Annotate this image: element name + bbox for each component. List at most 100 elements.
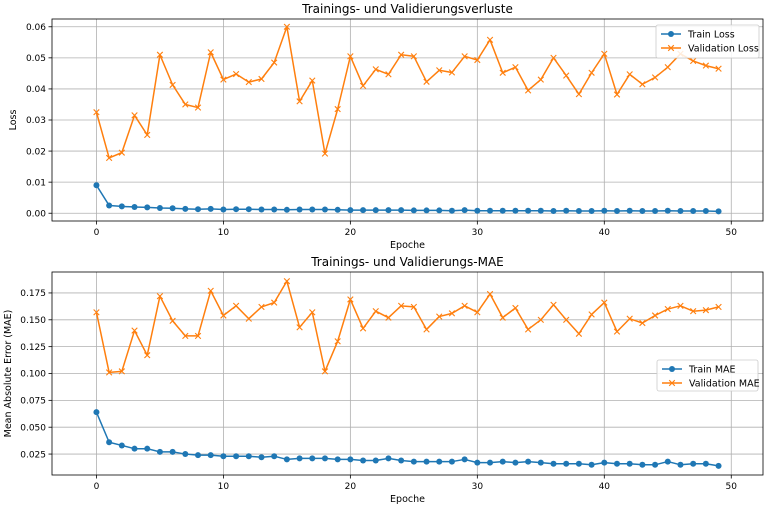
data-point	[613, 328, 621, 335]
data-point	[309, 455, 316, 462]
data-point	[486, 290, 494, 298]
data-point	[334, 206, 341, 213]
data-point	[156, 448, 163, 455]
x-tick-label: 50	[726, 482, 738, 492]
data-point	[487, 459, 494, 466]
y-tick-label: 0.100	[20, 370, 46, 380]
data-point	[334, 105, 341, 113]
data-point	[499, 458, 506, 465]
y-axis-label: Mean Absolute Error (MAE)	[3, 310, 14, 438]
data-point	[537, 76, 545, 83]
legend-label: Validation MAE	[689, 378, 760, 389]
data-point	[283, 206, 290, 213]
data-point	[258, 454, 265, 461]
data-point	[182, 332, 189, 340]
data-point	[588, 461, 595, 468]
y-axis-label: Loss	[8, 110, 19, 131]
data-point	[423, 78, 430, 85]
data-point	[182, 451, 189, 458]
data-point	[512, 207, 519, 214]
data-point	[575, 208, 582, 215]
chart-1: 0 10 20 30 40 50 0.00 0.01 0.02 0.03 0.04 0.05 0.06 T…	[8, 2, 764, 251]
legend-label: Validation Loss	[688, 43, 759, 54]
data-point	[118, 149, 126, 156]
data-point	[347, 207, 354, 214]
x-tick-label: 0	[94, 228, 100, 238]
legend-marker	[668, 379, 676, 387]
data-point	[283, 277, 291, 285]
y-tick-label: 0.150	[20, 316, 46, 326]
data-point	[436, 207, 443, 214]
data-point	[385, 455, 392, 462]
data-point	[639, 208, 646, 215]
data-point	[664, 207, 671, 214]
data-point	[169, 448, 176, 455]
data-point	[245, 78, 252, 86]
y-tick-label: 0.02	[26, 147, 46, 157]
data-point	[537, 316, 545, 323]
data-point	[105, 369, 113, 376]
data-point	[486, 36, 494, 44]
series-line-1	[95, 280, 719, 374]
data-point	[410, 53, 418, 60]
data-point	[169, 205, 176, 212]
data-point	[499, 207, 506, 214]
x-tick-label: 10	[218, 482, 230, 492]
data-point	[220, 453, 227, 460]
data-point	[626, 460, 633, 467]
x-tick-label: 20	[345, 482, 357, 492]
chart-title: Trainings- und Validierungsverluste	[301, 2, 513, 16]
data-point	[106, 439, 113, 446]
data-point	[397, 51, 405, 58]
data-point	[372, 66, 379, 73]
data-point	[105, 154, 113, 162]
data-point	[613, 91, 621, 98]
data-point	[537, 207, 544, 214]
data-point	[689, 308, 697, 315]
data-point	[588, 311, 595, 318]
data-point	[639, 81, 646, 88]
data-point	[525, 458, 532, 465]
data-point	[664, 63, 671, 71]
data-point	[220, 206, 227, 213]
data-point	[461, 207, 468, 214]
data-point	[270, 59, 278, 66]
data-point	[156, 204, 163, 211]
data-point	[220, 312, 227, 319]
data-point	[448, 458, 455, 465]
data-point	[423, 207, 430, 214]
data-point	[410, 207, 417, 214]
chart-2: 0 10 20 30 40 50 0.025 0.050 0.075 0.100 0.125 0.15…	[3, 255, 764, 505]
data-point	[639, 319, 646, 327]
x-tick-label: 0	[94, 482, 100, 492]
data-point	[258, 75, 265, 83]
data-point	[195, 206, 202, 213]
data-point	[588, 208, 595, 215]
data-point	[626, 207, 633, 214]
data-point	[715, 303, 722, 311]
data-point	[144, 131, 151, 139]
legend: Train Loss Validation Loss	[655, 24, 760, 59]
data-point	[309, 309, 316, 316]
data-point	[677, 461, 684, 468]
data-point	[118, 203, 125, 210]
data-point	[118, 442, 125, 449]
data-point	[144, 352, 151, 359]
data-point	[588, 69, 595, 76]
data-point	[512, 459, 519, 466]
data-point	[702, 208, 709, 215]
data-point	[233, 206, 240, 213]
y-tick-label: 0.025	[20, 450, 46, 460]
data-point	[702, 460, 709, 467]
data-point	[436, 313, 443, 320]
data-point	[144, 204, 151, 211]
data-point	[601, 299, 608, 306]
x-tick-label: 30	[472, 482, 484, 492]
data-point	[575, 330, 583, 337]
data-point	[309, 77, 316, 84]
data-point	[677, 302, 684, 310]
data-point	[271, 206, 278, 213]
data-point	[296, 98, 303, 105]
data-point	[372, 207, 379, 214]
data-point	[359, 325, 367, 332]
